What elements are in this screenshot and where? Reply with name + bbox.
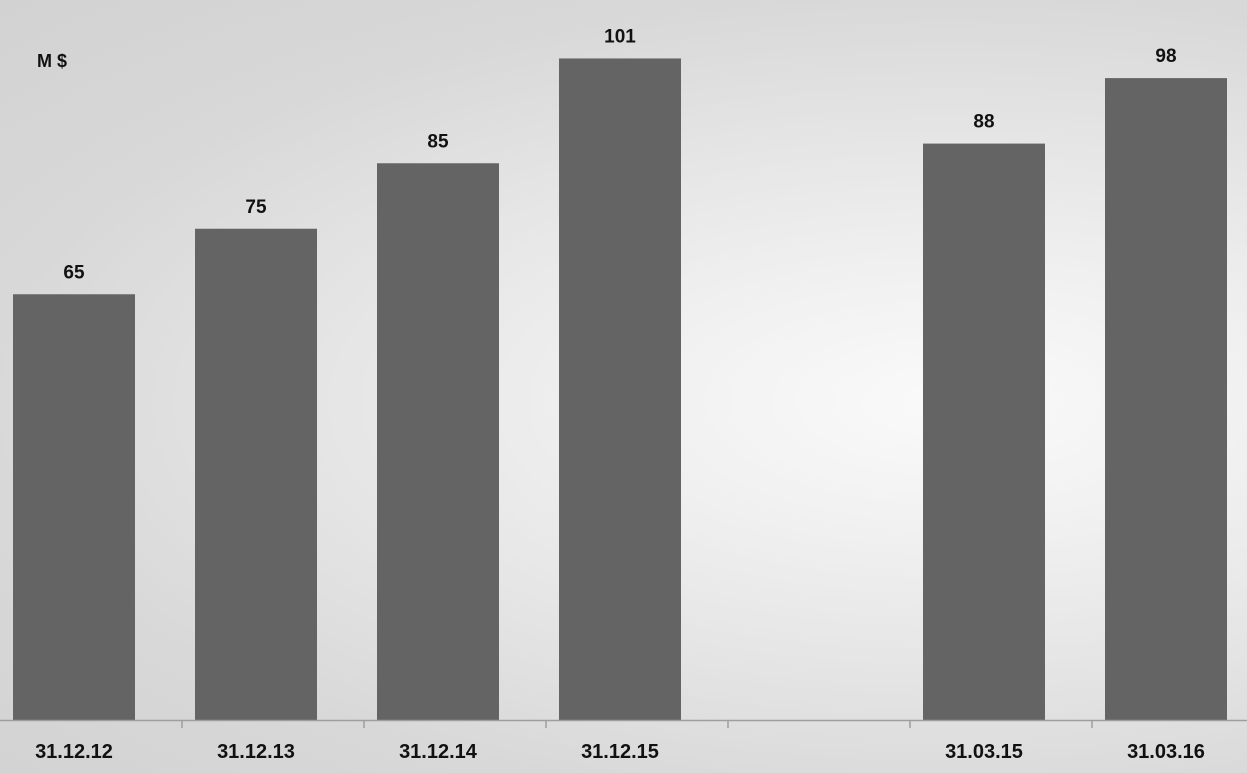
data-label: 65 bbox=[63, 262, 85, 283]
labels-layer: 65 31.12.12 75 31.12.13 85 31.12.14 101 31.12.1… bbox=[35, 26, 1205, 763]
bar bbox=[923, 143, 1045, 721]
bar bbox=[13, 294, 135, 720]
x-tick-label: 31.12.14 bbox=[399, 741, 478, 763]
x-tick-label: 31.12.15 bbox=[581, 741, 659, 763]
x-tick-label: 31.12.12 bbox=[35, 741, 113, 763]
data-label: 98 bbox=[1155, 46, 1176, 67]
bar bbox=[377, 163, 499, 720]
data-label: 75 bbox=[245, 197, 267, 218]
x-tick-label: 31.03.15 bbox=[945, 741, 1023, 763]
x-axis bbox=[0, 719, 1247, 728]
bars-layer bbox=[13, 58, 1227, 721]
y-unit-label: M $ bbox=[37, 51, 67, 71]
x-tick-label: 31.12.13 bbox=[217, 741, 295, 763]
bar bbox=[1105, 78, 1227, 721]
bar bbox=[195, 228, 317, 720]
data-label: 88 bbox=[973, 112, 994, 133]
bar bbox=[559, 58, 681, 720]
data-label: 85 bbox=[427, 131, 449, 152]
x-tick-label: 31.03.16 bbox=[1127, 741, 1205, 763]
data-label: 101 bbox=[604, 26, 636, 47]
